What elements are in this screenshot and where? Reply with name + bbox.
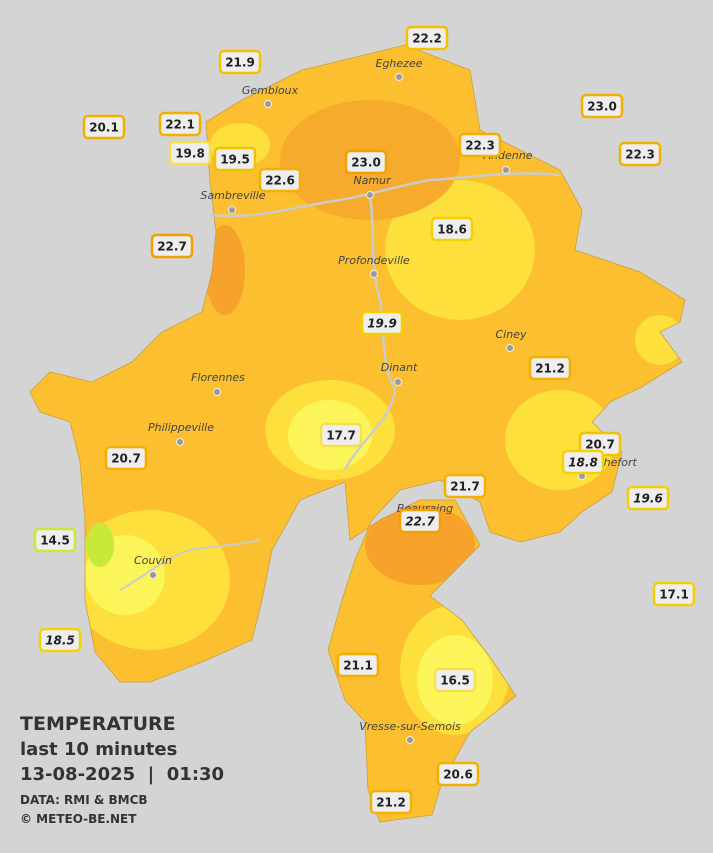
station-box [218, 49, 262, 75]
station-value: 20.7 [585, 438, 615, 452]
station-value: 20.6 [443, 768, 473, 782]
town-label: Philippeville [148, 421, 214, 434]
station-value: 19.9 [367, 317, 397, 331]
town-dot [366, 191, 374, 199]
station-value: 21.2 [535, 362, 565, 376]
station-box [344, 149, 388, 175]
station-box [528, 355, 572, 381]
station-box [405, 25, 449, 51]
station-box [369, 789, 413, 815]
station-box [458, 132, 502, 158]
station-box [626, 485, 670, 511]
town-label: Sambreville [200, 189, 265, 202]
town-dot [506, 344, 514, 352]
station-value: 22.7 [405, 515, 435, 529]
station-value: 20.1 [89, 121, 119, 135]
station-value: 22.3 [465, 139, 495, 153]
town-dot [213, 388, 221, 396]
town-dot [370, 270, 378, 278]
station-value: 21.2 [376, 796, 406, 810]
station-value: 21.1 [343, 659, 373, 673]
town-label: Eghezee [376, 57, 423, 70]
station-box [652, 581, 696, 607]
station-value: 20.7 [111, 452, 141, 466]
station-box [213, 146, 257, 172]
station-value: 22.7 [157, 240, 187, 254]
town-label: Ciney [496, 328, 527, 341]
station-box [561, 449, 605, 475]
station-box [336, 652, 380, 678]
town-dot [264, 100, 272, 108]
town-label: Florennes [191, 371, 245, 384]
town-dot [149, 571, 157, 579]
town-label: Gembloux [242, 84, 299, 97]
source: DATA: RMI & BMCB [20, 793, 148, 807]
station-value: 18.6 [437, 223, 467, 237]
town-label: Couvin [134, 554, 172, 567]
station-value: 22.6 [265, 174, 295, 188]
station-value: 22.2 [412, 32, 442, 46]
station-value: 19.5 [220, 153, 250, 167]
station-box [436, 761, 480, 787]
station-value: 19.6 [633, 492, 663, 506]
town-label: Vresse-sur-Semois [359, 720, 461, 733]
town-dot [395, 73, 403, 81]
station-box [258, 167, 302, 193]
station-box [82, 114, 126, 140]
station-value: 18.5 [45, 634, 75, 648]
station-box [618, 141, 662, 167]
river [119, 539, 261, 591]
town-dot [406, 736, 414, 744]
title: TEMPERATURE [20, 713, 176, 735]
station-value: 14.5 [40, 534, 70, 548]
station-value: 17.1 [659, 588, 689, 602]
station-value: 18.8 [568, 456, 598, 470]
town-label: Profondeville [338, 254, 410, 267]
station-value: 19.8 [175, 147, 205, 161]
station-value: 23.0 [351, 156, 381, 170]
river [343, 194, 397, 471]
station-box [168, 140, 212, 166]
station-box [580, 93, 624, 119]
station-value: 22.3 [625, 148, 655, 162]
station-value: 21.9 [225, 56, 255, 70]
station-box [433, 667, 477, 693]
station-value: 17.7 [326, 429, 356, 443]
station-box [38, 627, 82, 653]
town-dot [502, 166, 510, 174]
station-box [430, 216, 474, 242]
town-label: Namur [353, 174, 392, 187]
station-value: 23.0 [587, 100, 617, 114]
station-box [150, 233, 194, 259]
station-value: 21.7 [450, 480, 480, 494]
station-box [319, 422, 363, 448]
station-box [360, 310, 404, 336]
subtitle: last 10 minutes [20, 739, 177, 760]
town-label: Dinant [381, 361, 418, 374]
town-dot [394, 378, 402, 386]
station-box [443, 473, 487, 499]
station-value: 16.5 [440, 674, 470, 688]
station-box [398, 508, 442, 534]
copyright: © METEO-BE.NET [20, 812, 137, 826]
datetime: 13-08-2025 | 01:30 [20, 764, 224, 785]
town-dot [228, 206, 236, 214]
station-box [158, 111, 202, 137]
river [209, 172, 561, 218]
station-value: 22.1 [165, 118, 195, 132]
station-box [104, 445, 148, 471]
station-box [33, 527, 77, 553]
town-dot [176, 438, 184, 446]
